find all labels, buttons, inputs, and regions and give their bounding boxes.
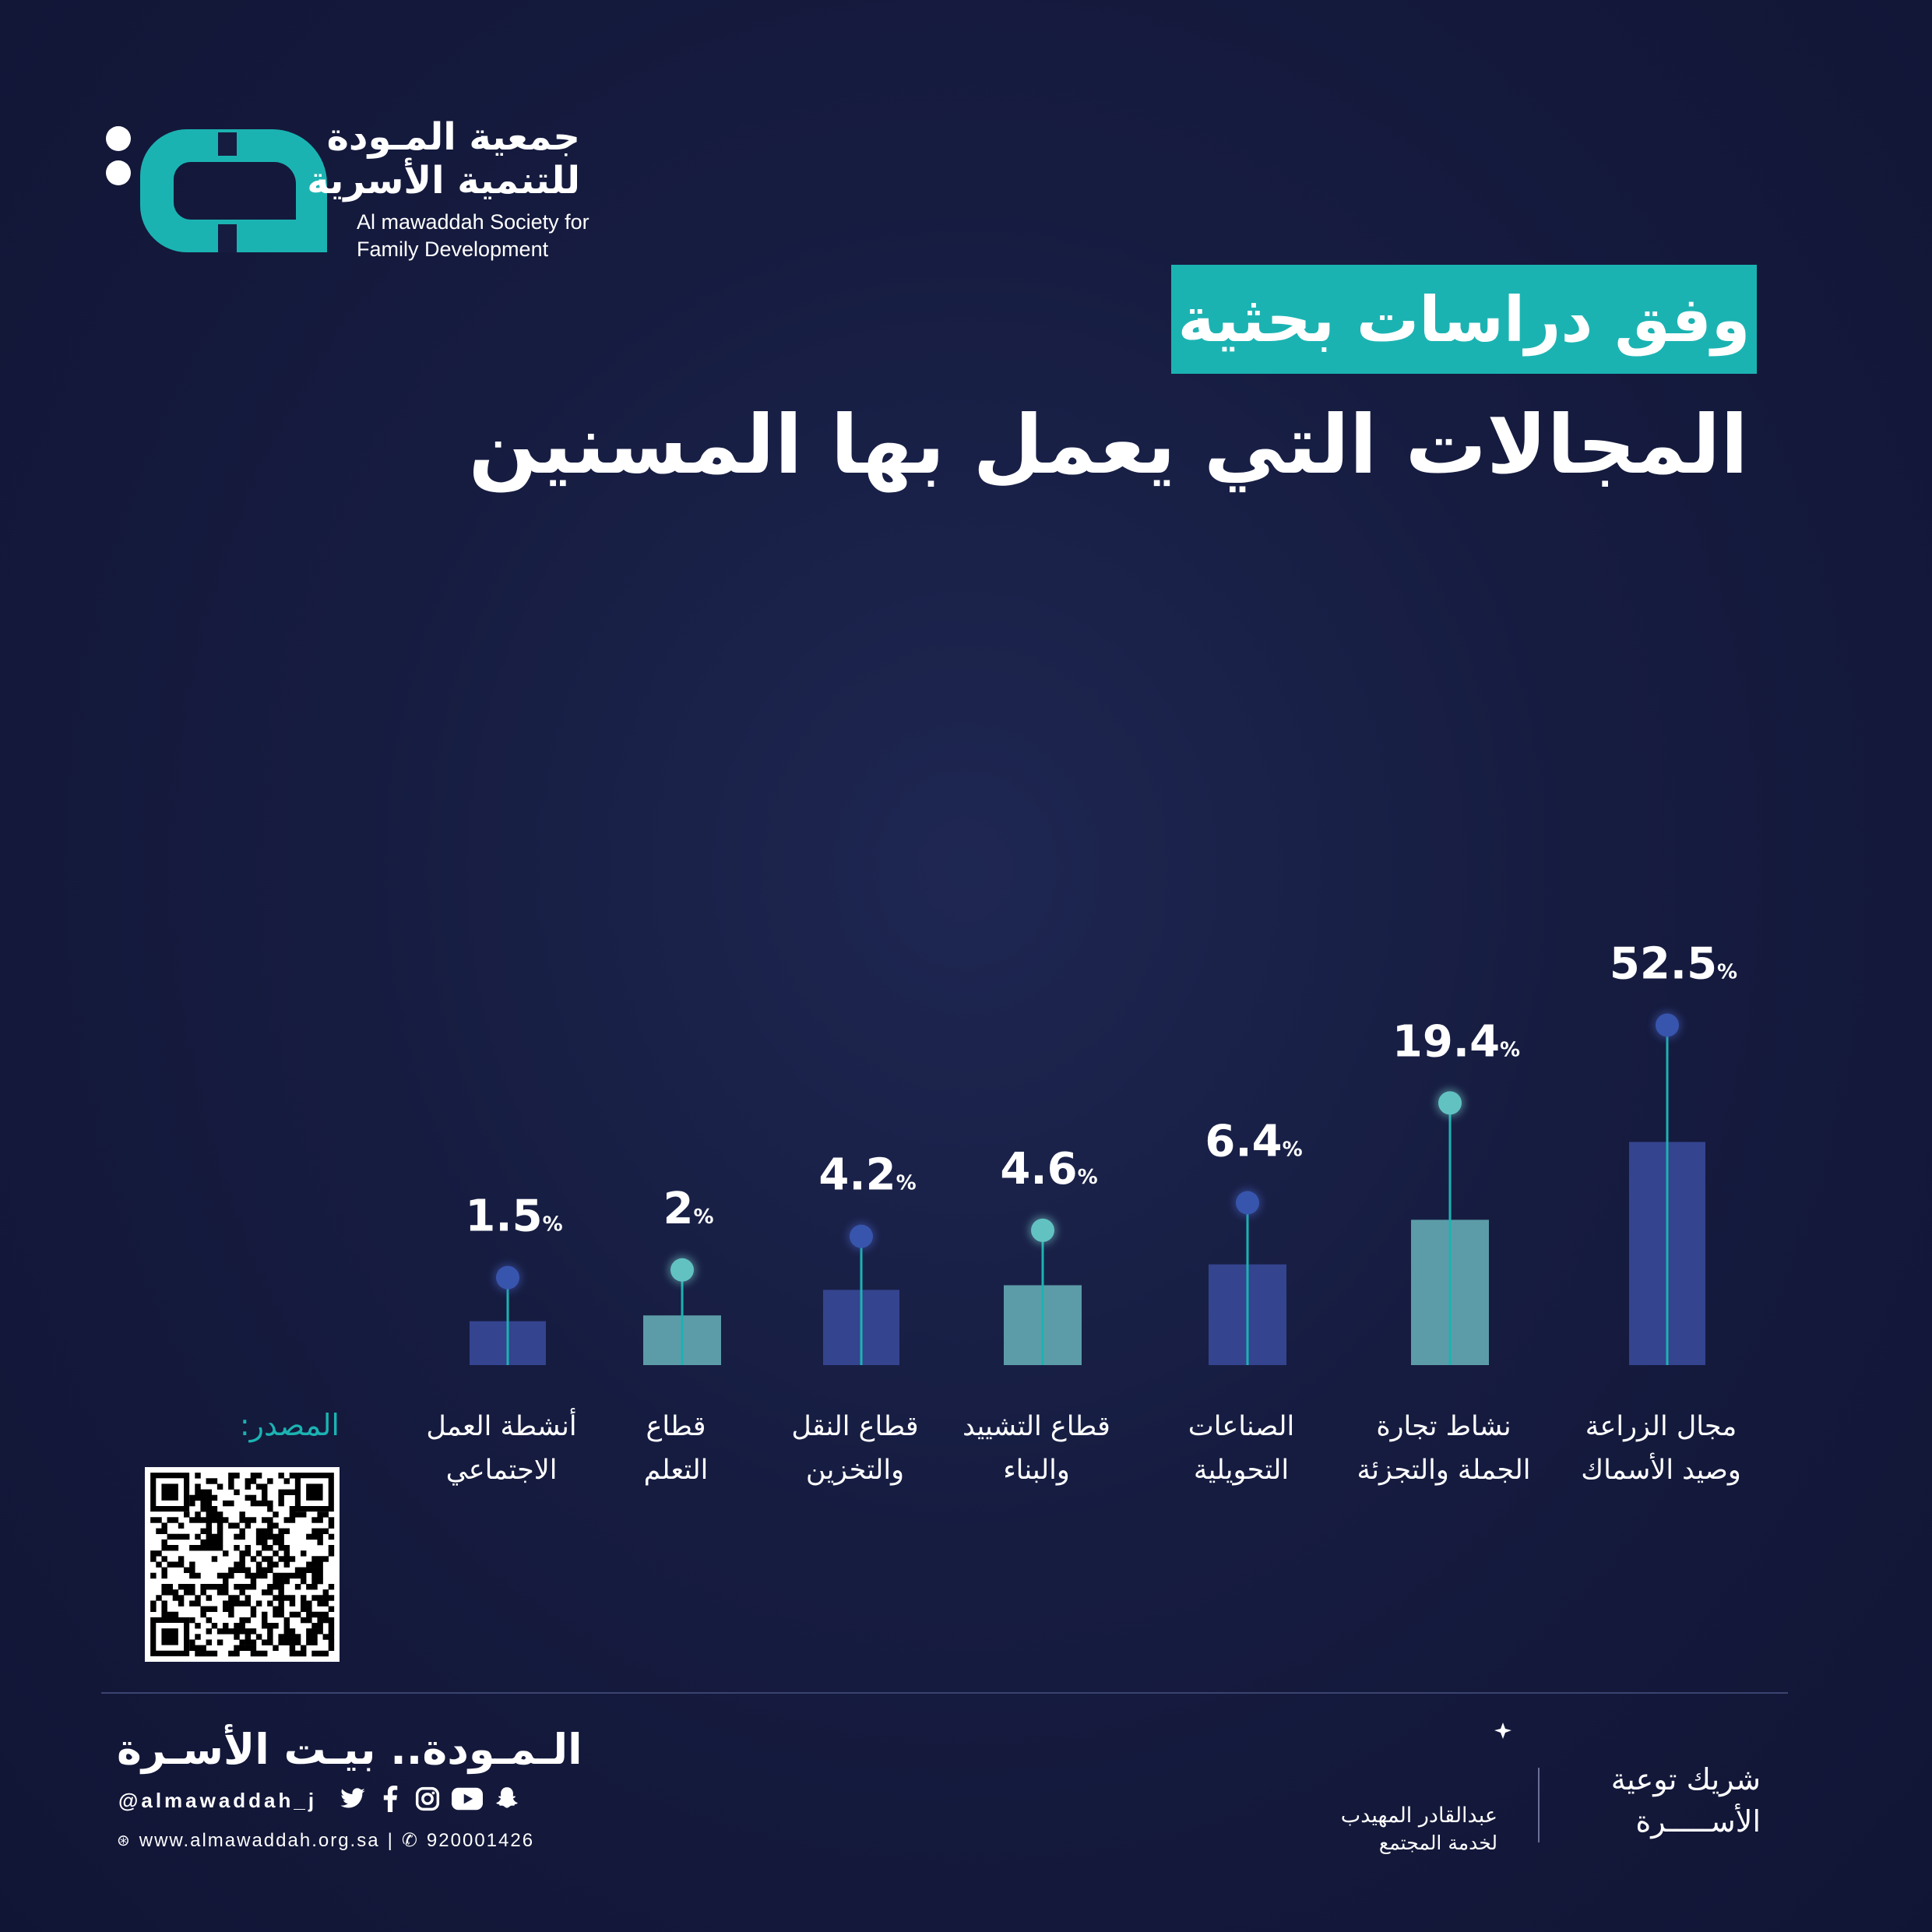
data-label: 19.4% — [1392, 1016, 1520, 1067]
category-label: الصناعات — [1188, 1411, 1294, 1442]
org-name-en-line1: Al mawaddah Society for — [357, 210, 589, 234]
qr-code-icon[interactable] — [145, 1467, 340, 1662]
logo-icon — [106, 126, 327, 252]
data-label-value: 19.4 — [1392, 1016, 1500, 1067]
sponsor-name: عبدالقادر المهيدب — [1340, 1804, 1497, 1828]
social-handle[interactable]: @almawaddah_j — [118, 1789, 318, 1812]
bar-dot — [850, 1224, 873, 1248]
partner-line1: شريك توعية — [1610, 1762, 1761, 1797]
org-name-ar-line2: للتنمية الأسرية — [307, 159, 580, 202]
category-label: مجال الزراعة — [1585, 1411, 1737, 1442]
data-label: 1.5% — [465, 1191, 562, 1242]
slogan: الـمـودة.. بيـت الأسـرة — [117, 1725, 582, 1774]
data-label-unit: % — [1500, 1038, 1520, 1061]
youtube-icon[interactable] — [451, 1785, 484, 1813]
page-title: المجالات التي يعمل بها المسنين — [468, 397, 1748, 492]
org-name-en-line2: Family Development — [357, 238, 549, 261]
partner-label: شريك توعية الأســـــرة — [1611, 1758, 1761, 1842]
research-badge: وفق دراسات بحثية — [1171, 265, 1757, 374]
data-label: 52.5% — [1610, 938, 1737, 989]
category-label: قطاع التشييد — [962, 1411, 1110, 1442]
data-label-unit: % — [896, 1172, 917, 1195]
data-label-unit: % — [1717, 960, 1737, 984]
data-label-value: 4.6 — [1000, 1144, 1077, 1195]
category-label: التحويلية — [1194, 1455, 1289, 1486]
contact-row: ⊛ www.almawaddah.org.sa | ✆ 920001426 — [117, 1829, 534, 1852]
data-label: 6.4% — [1205, 1117, 1302, 1167]
category-label: والتخزين — [806, 1455, 904, 1486]
snapchat-icon[interactable] — [493, 1785, 521, 1813]
data-label-unit: % — [543, 1213, 563, 1237]
data-label-unit: % — [1078, 1166, 1098, 1189]
bar-chart: 1.5% أنشطة العمل الاجتماعي 2% قطاع التعلم 4.2%… — [426, 938, 1740, 1486]
data-label-value: 1.5 — [465, 1191, 542, 1242]
bar-dot — [1031, 1218, 1054, 1242]
footer-divider — [101, 1692, 1788, 1694]
data-label-unit: % — [693, 1205, 713, 1229]
data-label: 4.2% — [818, 1150, 916, 1201]
category-label: الاجتماعي — [446, 1455, 558, 1486]
data-label-value: 4.2 — [818, 1150, 896, 1201]
globe-icon: ⊛ — [117, 1832, 132, 1849]
org-name-ar-line1: جمعية المـودة — [326, 115, 580, 159]
crescent-star-icon — [1444, 1723, 1511, 1804]
phone-icon: ✆ — [401, 1830, 419, 1851]
instagram-icon[interactable] — [413, 1785, 442, 1813]
data-label: 2% — [663, 1184, 713, 1234]
category-label: الجملة والتجزئة — [1357, 1455, 1531, 1486]
category-label: قطاع النقل — [791, 1411, 918, 1442]
bar-dot — [496, 1265, 519, 1290]
data-label-value: 52.5 — [1610, 938, 1717, 989]
badge-text: وفق دراسات بحثية — [1177, 283, 1751, 356]
facebook-icon[interactable] — [376, 1785, 404, 1813]
partner-line2: الأســـــرة — [1635, 1804, 1761, 1839]
category-label: قطاع — [646, 1411, 706, 1442]
data-label-value: 2 — [663, 1184, 693, 1234]
social-icons — [339, 1785, 521, 1813]
data-label-unit: % — [1283, 1138, 1303, 1162]
website-link[interactable]: www.almawaddah.org.sa — [139, 1829, 380, 1851]
data-label-value: 6.4 — [1205, 1117, 1282, 1167]
source-label: المصدر: — [239, 1408, 340, 1442]
phone-number[interactable]: 920001426 — [426, 1829, 535, 1851]
bar-dot — [1656, 1013, 1679, 1037]
vertical-divider — [1538, 1768, 1540, 1842]
separator: | — [387, 1829, 394, 1851]
data-label: 4.6% — [1000, 1144, 1097, 1195]
twitter-icon[interactable] — [339, 1785, 367, 1813]
category-label: التعلم — [644, 1455, 709, 1486]
category-label: أنشطة العمل — [426, 1408, 576, 1442]
bar-dot — [1438, 1091, 1462, 1115]
sponsor-subtitle: لخدمة المجتمع — [1378, 1832, 1497, 1854]
category-label: نشاط تجارة — [1376, 1411, 1511, 1442]
category-label: وصيد الأسماك — [1581, 1452, 1740, 1486]
category-label: والبناء — [1003, 1455, 1070, 1486]
bar-dot — [1236, 1191, 1259, 1215]
bar-dot — [670, 1258, 694, 1282]
